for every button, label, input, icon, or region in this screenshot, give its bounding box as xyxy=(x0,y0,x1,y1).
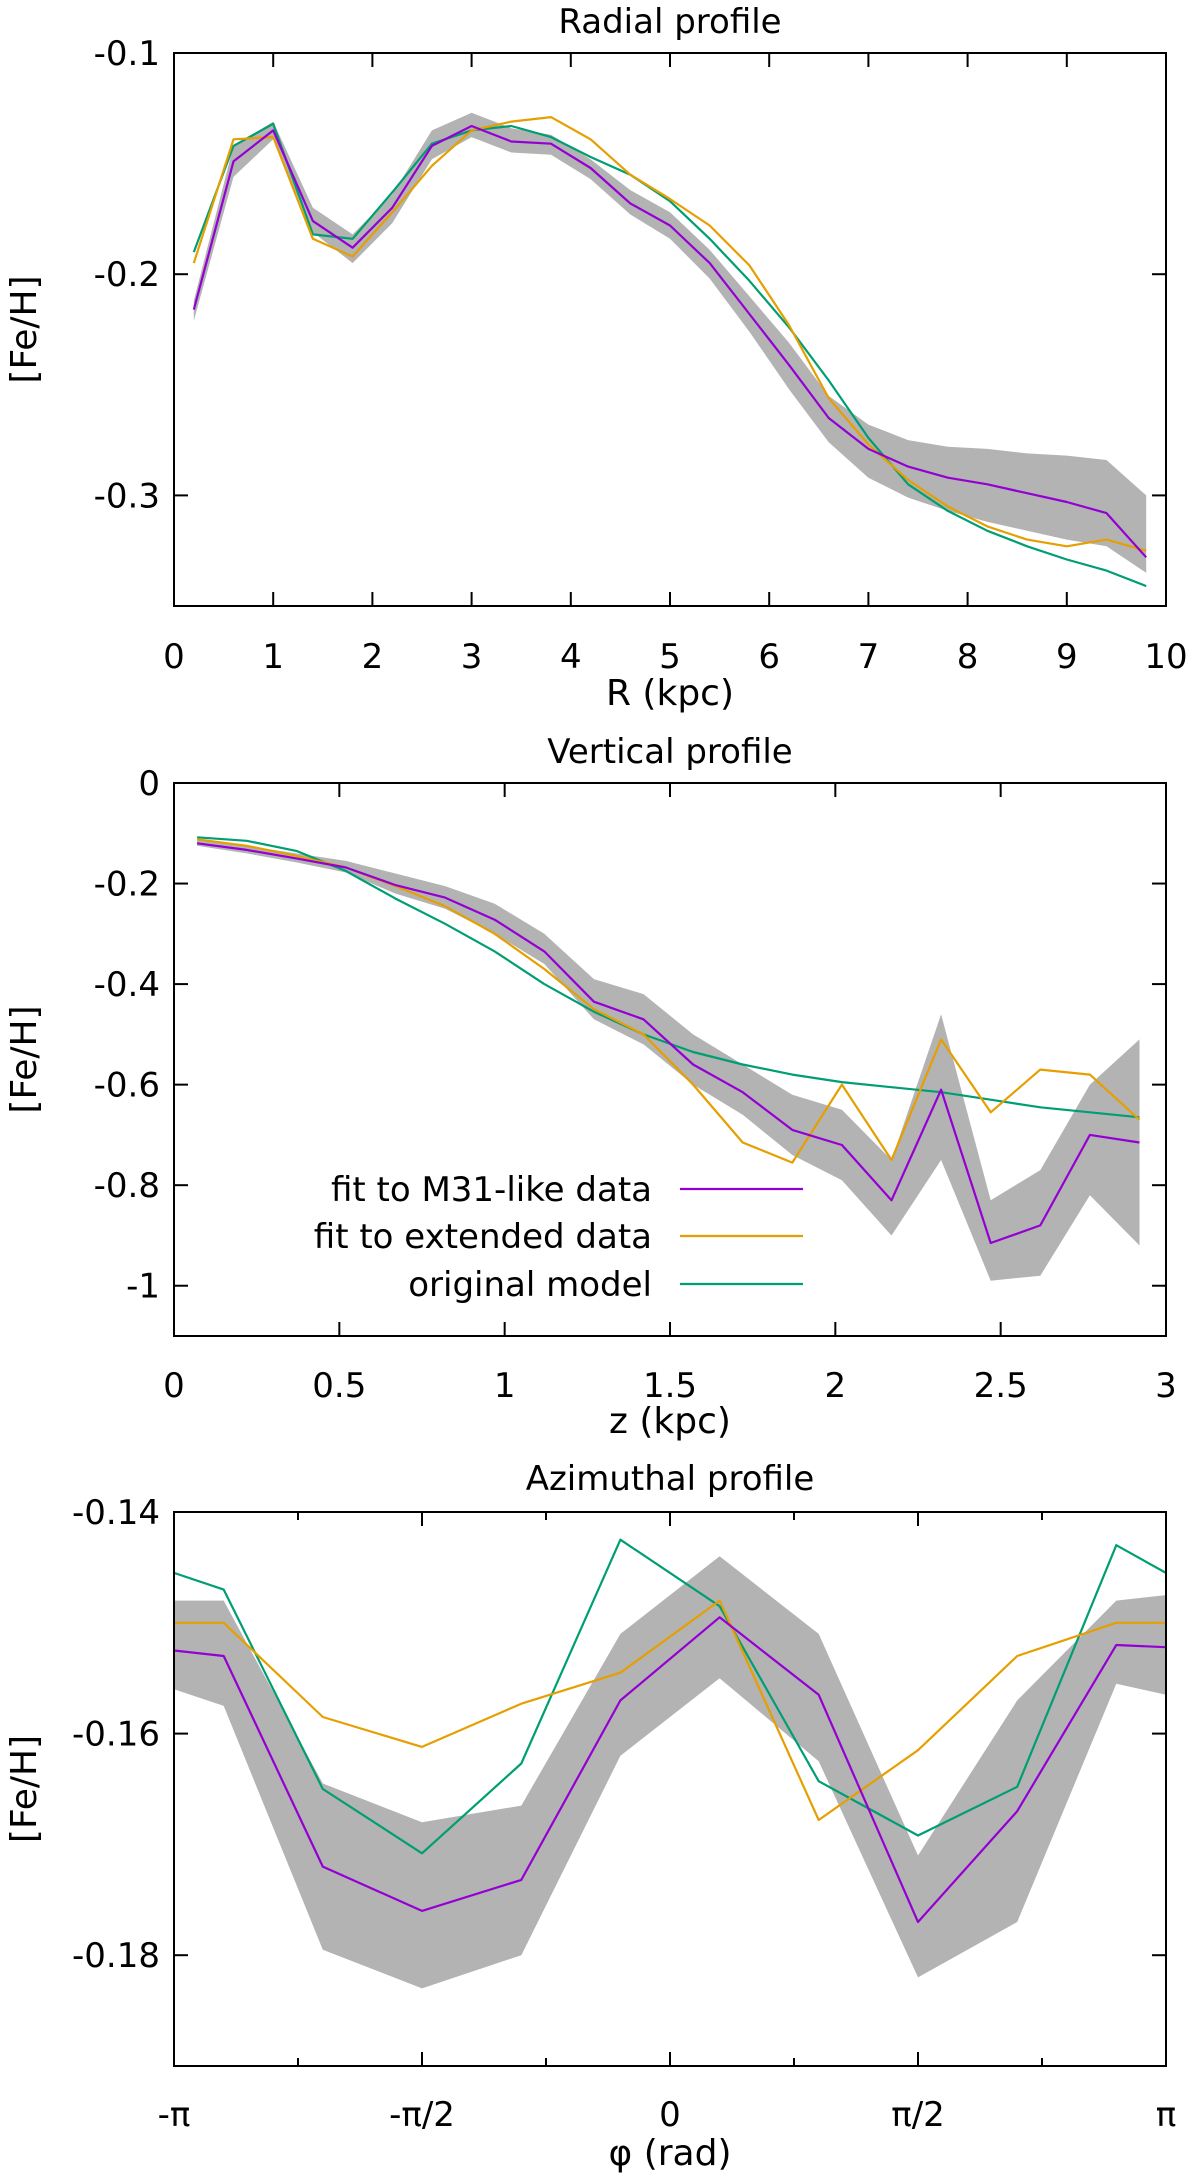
x-tick-label: π xyxy=(1156,2095,1176,2135)
y-tick-label: 0 xyxy=(138,764,160,804)
y-tick-label: -0.16 xyxy=(72,1715,160,1755)
series-line-original xyxy=(174,1538,1166,1855)
series-line-fit-m31 xyxy=(192,124,1148,559)
x-tick-label: 0 xyxy=(659,2095,681,2135)
y-axis-label: [Fe/H] xyxy=(4,1735,45,1843)
chart-title: Vertical profile xyxy=(547,732,792,772)
x-tick-label: -π xyxy=(158,2095,191,2135)
plot-area xyxy=(174,1538,1166,1989)
x-tick-label: 9 xyxy=(1056,637,1078,677)
legend-label: original model xyxy=(408,1265,652,1305)
x-tick-label: 10 xyxy=(1144,637,1187,677)
uncertainty-band xyxy=(174,1556,1166,1989)
x-tick-label: 2.5 xyxy=(974,1366,1028,1406)
y-axis-label: [Fe/H] xyxy=(4,1005,45,1113)
x-tick-label: 3 xyxy=(1155,1366,1177,1406)
series-line-fit-ext xyxy=(192,115,1147,552)
x-tick-label: 3 xyxy=(461,637,483,677)
series-line-original xyxy=(192,122,1147,588)
x-tick-label: 0 xyxy=(163,1366,185,1406)
panel-1: 0 -0.2 -0.4 -0.6 -0.8 -1 0 0.5 1 1.5 2 2.5 3 Vertical… xyxy=(4,732,1177,1442)
chart-title: Radial profile xyxy=(558,2,781,42)
series-line-fit-m31 xyxy=(196,842,1140,1245)
x-tick-label: 2 xyxy=(362,637,384,677)
x-axis-label: z (kpc) xyxy=(609,1401,731,1442)
x-tick-label: 0 xyxy=(163,637,185,677)
x-tick-label: 1 xyxy=(262,637,284,677)
x-axis-label: R (kpc) xyxy=(606,673,734,714)
legend: fit to M31-like data fit to extended data… xyxy=(314,1170,803,1305)
y-tick-label: -0.14 xyxy=(72,1493,160,1533)
x-tick-label: -π/2 xyxy=(389,2095,455,2135)
chart-title: Azimuthal profile xyxy=(526,1459,815,1499)
y-tick-label: -0.4 xyxy=(94,965,160,1005)
legend-label: fit to extended data xyxy=(314,1217,652,1257)
plot-area xyxy=(196,836,1141,1281)
uncertainty-band xyxy=(193,112,1147,573)
series-line-fit-m31 xyxy=(174,1616,1166,1924)
series-line-original xyxy=(197,836,1140,1119)
y-tick-label: -0.2 xyxy=(94,255,160,295)
series-line-fit-ext xyxy=(174,1599,1166,1822)
y-tick-label: -0.3 xyxy=(94,476,160,516)
y-tick-label: -1 xyxy=(126,1267,160,1307)
y-tick-label: -0.8 xyxy=(94,1166,160,1206)
y-tick-label: -0.1 xyxy=(94,34,160,74)
x-tick-label: 1 xyxy=(494,1366,516,1406)
x-tick-label: 6 xyxy=(758,637,780,677)
x-tick-label: 1.5 xyxy=(643,1366,697,1406)
y-axis-label: [Fe/H] xyxy=(4,275,45,383)
y-tick-label: -0.18 xyxy=(72,1936,160,1976)
x-tick-label: 4 xyxy=(560,637,582,677)
x-tick-label: 0.5 xyxy=(312,1366,366,1406)
x-tick-label: 5 xyxy=(659,637,681,677)
plot-area xyxy=(192,112,1148,588)
panel-2: -0.14 -0.16 -0.18 -π -π/2 0 π/2 π Azimuthal prof… xyxy=(4,1459,1176,2173)
legend-label: fit to M31-like data xyxy=(331,1170,652,1210)
x-tick-label: 2 xyxy=(825,1366,847,1406)
x-tick-label: 8 xyxy=(957,637,979,677)
y-tick-label: -0.2 xyxy=(94,865,160,905)
x-axis-label: φ (rad) xyxy=(609,2133,732,2173)
x-tick-label: π/2 xyxy=(891,2095,945,2135)
series-line-fit-ext xyxy=(196,838,1141,1164)
x-tick-label: 7 xyxy=(858,637,880,677)
panel-0: -0.1 -0.2 -0.3 0 1 2 3 4 5 6 7 8 9 10 Radial profile R … xyxy=(4,2,1188,714)
y-tick-label: -0.6 xyxy=(94,1066,160,1106)
